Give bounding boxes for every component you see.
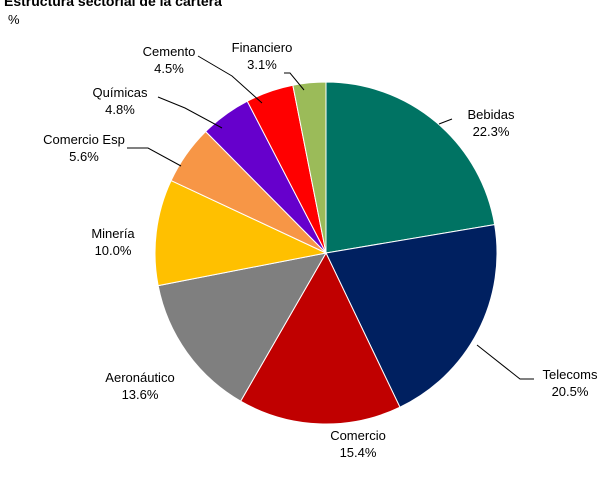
slice-label: Cemento [143, 44, 196, 59]
slice-label: Bebidas [468, 107, 515, 122]
slice-label: Químicas [93, 85, 148, 100]
slice-label: Minería [91, 226, 135, 241]
leader-line [157, 96, 223, 129]
pie-slice-aeronáutico [157, 252, 327, 402]
pie-slice-minería [154, 179, 328, 287]
chart-unit: % [8, 12, 20, 27]
slice-value-label: 13.6% [122, 387, 159, 402]
slice-value-label: 3.1% [247, 57, 277, 72]
slice-value-label: 4.8% [105, 102, 135, 117]
leader-line [476, 344, 534, 380]
slice-label: Financiero [232, 40, 293, 55]
leader-line [438, 118, 453, 125]
leader-line [284, 72, 305, 91]
slice-value-label: 10.0% [95, 243, 132, 258]
pie-slice-bebidas [325, 81, 496, 254]
slice-value-label: 5.6% [69, 149, 99, 164]
slice-value-label: 22.3% [473, 124, 510, 139]
pie-slice-telecoms [325, 224, 498, 408]
slice-value-label: 20.5% [552, 384, 589, 399]
slice-label: Comercio Esp [43, 132, 125, 147]
slice-value-label: 4.5% [154, 61, 184, 76]
slice-label: Telecoms [543, 367, 598, 382]
pie-slice-financiero [292, 81, 327, 254]
pie-slice-comercio [239, 251, 401, 425]
leader-line [127, 147, 182, 167]
slice-value-label: 15.4% [340, 445, 377, 460]
slice-label: Comercio [330, 428, 386, 443]
leader-line [197, 55, 263, 104]
slice-label: Aeronáutico [105, 370, 174, 385]
chart-title: Estructura sectorial de la cartera [4, 0, 222, 9]
